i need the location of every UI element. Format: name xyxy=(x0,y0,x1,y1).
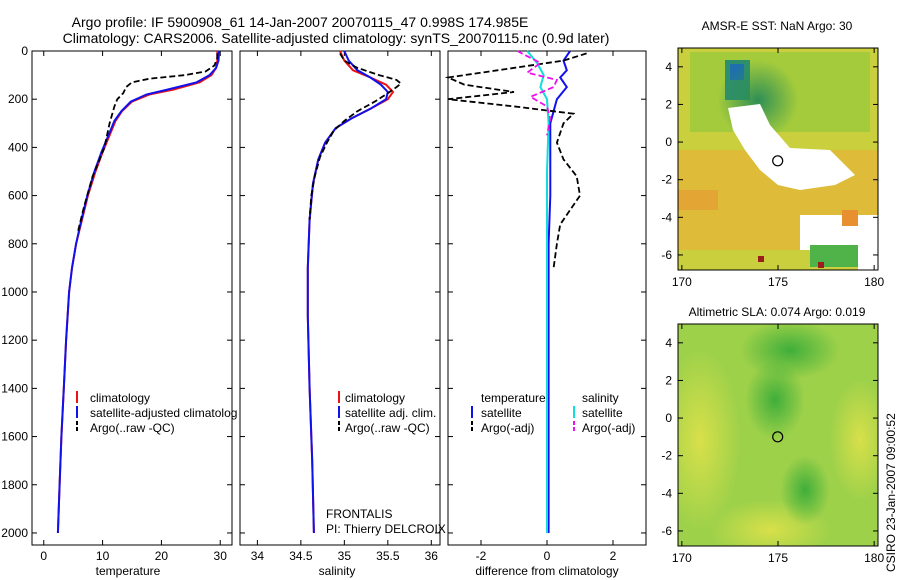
series-line-temperature-argo-adj xyxy=(444,52,587,269)
legend-label-climatology: climatology xyxy=(345,391,405,405)
legend-label-satellite: satellite adj. clim. xyxy=(345,406,436,420)
salinity-legend: climatology satellite adj. clim. Argo(..… xyxy=(338,391,436,435)
x-tick-label: 30 xyxy=(214,549,228,563)
y-tick-label: 0 xyxy=(665,411,672,425)
x-tick-label: 10 xyxy=(96,549,110,563)
project-annotation: FRONTALIS xyxy=(326,507,392,521)
sst-warm-patch xyxy=(678,190,718,210)
x-tick-label: -2 xyxy=(476,549,487,563)
y-tick-label: 1200 xyxy=(1,333,28,347)
legend-label-sal-satellite: satellite xyxy=(582,406,623,420)
y-tick-label: -2 xyxy=(661,449,672,463)
x-tick-label: 170 xyxy=(672,551,692,565)
series-line-satellite-adj-clim xyxy=(306,50,389,534)
sst-green-south xyxy=(810,245,858,267)
series-line-argo-raw-qc xyxy=(77,53,219,232)
argo-float-marker xyxy=(772,155,784,167)
legend-label-argo: Argo(..raw -QC) xyxy=(345,421,430,435)
series-line-temperature-satellite xyxy=(547,50,571,533)
legend-label-sal-argo: Argo(-adj) xyxy=(582,421,635,435)
x-tick-label: 34 xyxy=(251,549,265,563)
difference-panel: -2 0 2 difference from climatology tempera… xyxy=(444,50,647,578)
sla-green-center xyxy=(745,360,805,440)
y-tick-label: 1800 xyxy=(1,478,28,492)
argo-float-marker xyxy=(772,431,784,443)
x-tick-label: 175 xyxy=(768,551,788,565)
x-tick-label: 0 xyxy=(40,549,47,563)
sst-field xyxy=(678,48,878,270)
sla-yellow-east xyxy=(830,380,878,500)
x-tick-label: 20 xyxy=(155,549,169,563)
sla-field xyxy=(678,324,878,546)
y-tick-label: -6 xyxy=(661,248,672,262)
x-tick-label: 36 xyxy=(425,549,439,563)
temperature-legend: climatology satellite-adjusted climatolo… xyxy=(76,391,237,435)
legend-header-temperature: temperature xyxy=(481,391,546,405)
x-tick-label: 180 xyxy=(864,551,884,565)
y-tick-label: 400 xyxy=(8,140,28,154)
pi-annotation: PI: Thierry DELCROIX xyxy=(326,522,446,536)
y-tick-label: -4 xyxy=(661,210,672,224)
x-tick-label: 35.5 xyxy=(376,549,400,563)
y-tick-label: 2 xyxy=(665,373,672,387)
figure-title-line2: Climatology: CARS2006. Satellite-adjuste… xyxy=(63,30,610,46)
sla-map-title: Altimetric SLA: 0.074 Argo: 0.019 xyxy=(689,305,866,319)
y-tick-label: 0 xyxy=(21,44,28,58)
x-tick-label: 170 xyxy=(672,275,692,289)
sla-map-panel: Altimetric SLA: 0.074 Argo: 0.019 170 175… xyxy=(661,305,884,565)
x-tick-label: 2 xyxy=(610,549,617,563)
legend-label-satellite: satellite-adjusted climatolog xyxy=(90,406,237,420)
x-tick-label: 175 xyxy=(768,275,788,289)
legend-label-argo: Argo(..raw -QC) xyxy=(90,421,175,435)
legend-header-salinity: salinity xyxy=(582,391,619,405)
temperature-panel: 0 10 20 30 0 200 400 600 800 1000 1200 1400 1600 1800… xyxy=(1,44,237,578)
y-tick-label: 1600 xyxy=(1,430,28,444)
x-tick-label: 35 xyxy=(338,549,352,563)
temperature-xlabel: temperature xyxy=(96,564,161,578)
series-line-climatology xyxy=(56,51,219,534)
figure-title-line1: Argo profile: IF 5900908_61 14-Jan-2007 … xyxy=(72,14,529,30)
series-line-climatology xyxy=(306,50,395,534)
sla-yellow-west xyxy=(678,350,740,530)
y-tick-label: 4 xyxy=(665,336,672,350)
y-tick-label: -4 xyxy=(661,486,672,500)
sst-orange-patch xyxy=(842,210,858,226)
sst-missing-data-edge xyxy=(858,232,878,270)
sst-map-title: AMSR-E SST: NaN Argo: 30 xyxy=(702,19,853,33)
sla-green-south xyxy=(780,455,830,525)
series-line-argo-raw-qc xyxy=(308,52,403,220)
salinity-panel: 34 34.5 35 35.5 36 salinity climatology sate… xyxy=(239,50,446,578)
y-tick-label: 1000 xyxy=(1,285,28,299)
sst-map-panel: AMSR-E SST: NaN Argo: 30 170 175 180 -6 -4 -2… xyxy=(661,19,884,289)
y-tick-label: 800 xyxy=(8,237,28,251)
y-tick-label: -6 xyxy=(661,524,672,538)
y-tick-label: 4 xyxy=(665,60,672,74)
temperature-axes-frame xyxy=(31,50,233,546)
legend-label-temp-argo: Argo(-adj) xyxy=(481,421,534,435)
series-line-satellite xyxy=(56,50,221,534)
y-tick-label: 0 xyxy=(665,135,672,149)
difference-xlabel: difference from climatology xyxy=(475,564,618,578)
sst-red-pixel xyxy=(758,256,764,262)
legend-label-climatology: climatology xyxy=(90,391,150,405)
y-tick-label: 2000 xyxy=(1,526,28,540)
x-tick-label: 0 xyxy=(544,549,551,563)
y-tick-label: 1400 xyxy=(1,381,28,395)
y-tick-label: 200 xyxy=(8,92,28,106)
x-tick-label: 180 xyxy=(864,275,884,289)
series-line-salinity-satellite xyxy=(526,50,550,533)
x-tick-label: 34.5 xyxy=(289,549,313,563)
legend-label-temp-satellite: satellite xyxy=(481,406,522,420)
sst-red-pixel xyxy=(818,262,824,268)
sst-missing-data xyxy=(728,104,855,190)
salinity-xlabel: salinity xyxy=(319,564,356,578)
difference-legend: temperature satellite Argo(-adj) salinit… xyxy=(471,391,635,435)
y-tick-label: -2 xyxy=(661,173,672,187)
y-tick-label: 2 xyxy=(665,97,672,111)
y-tick-label: 600 xyxy=(8,189,28,203)
csiro-timestamp: CSIRO 23-Jan-2007 09:00:52 xyxy=(884,413,898,572)
series-line-salinity-argo-adj xyxy=(516,50,559,136)
